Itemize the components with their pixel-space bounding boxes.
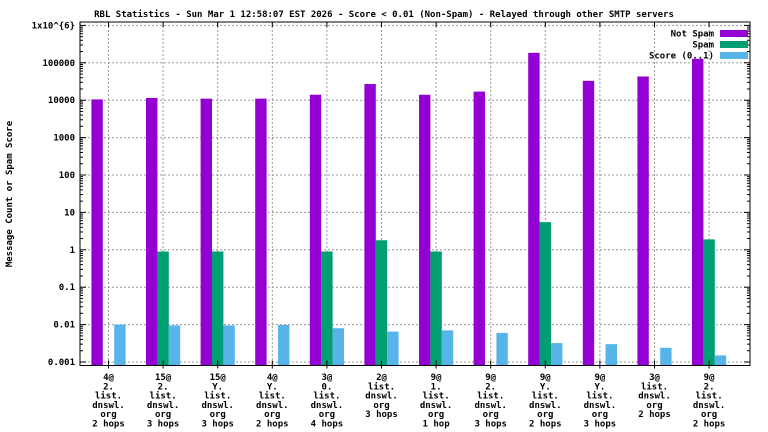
bar-notspam-11	[637, 76, 649, 366]
bar-spam-7	[430, 251, 442, 366]
bar-notspam-4	[255, 98, 267, 366]
bar-notspam-5	[309, 94, 322, 366]
x-category-label: 9@ 2. list. dnswl. org 2 hops	[693, 373, 726, 430]
x-category-label: 9@ 1. list. dnswl. org 1 hop	[420, 373, 453, 430]
y-tick-label: 100000	[42, 59, 75, 69]
plot-border	[79, 21, 751, 366]
y-tick-label: 0.1	[59, 283, 75, 293]
x-category-label: 15@ 2. list. dnswl. org 3 hops	[147, 373, 180, 430]
y-tick-label: 0.01	[53, 321, 75, 331]
legend-swatch-spam	[720, 41, 748, 48]
y-tick-label: 10	[64, 208, 75, 218]
bar-score-5	[332, 328, 344, 366]
x-category-label: 2@ list. dnswl. org 3 hops	[365, 373, 398, 420]
x-category-label: 4@ 2. list. dnswl. org 2 hops	[92, 373, 125, 430]
bar-spam-6	[375, 240, 388, 366]
y-tick-label: 100	[59, 171, 75, 181]
bar-score-10	[605, 344, 617, 366]
bar-notspam-7	[419, 94, 431, 366]
bar-score-1	[114, 324, 126, 366]
bar-notspam-8	[473, 91, 485, 366]
axis-layer	[79, 21, 751, 369]
label-layer: 1x10^{6} 100000 10000 1000 100 10 1 0.1 0.01 0.00…	[32, 21, 726, 429]
bar-notspam-1	[91, 99, 103, 366]
y-tick-label: 10000	[48, 96, 75, 106]
y-tick-label: 1	[70, 246, 75, 256]
y-axis-title: Message Count or Spam Score	[5, 120, 15, 267]
bar-score-8	[496, 332, 508, 366]
legend-label-notspam: Not Spam	[671, 30, 715, 40]
bar-layer	[91, 52, 727, 366]
bar-spam-3	[212, 251, 224, 366]
bar-spam-12	[703, 239, 715, 366]
x-category-label: 3@ 0. list. dnswl. org 4 hops	[311, 373, 344, 430]
x-category-label: 3@ list. dnswl. org 2 hops	[638, 373, 671, 420]
x-category-label: 15@ Y. list. dnswl. org 3 hops	[201, 373, 234, 430]
bar-notspam-3	[200, 98, 212, 366]
bar-score-4	[278, 324, 290, 366]
bar-notspam-12	[692, 58, 704, 366]
y-tick-label: 1000	[53, 134, 75, 144]
x-category-label: 9@ 2. list. dnswl. org 3 hops	[474, 373, 507, 430]
x-category-label: 4@ Y. list. dnswl. org 2 hops	[256, 373, 289, 430]
bar-notspam-2	[146, 97, 158, 366]
bar-score-9	[551, 343, 563, 366]
bar-notspam-10	[582, 80, 595, 366]
bar-notspam-9	[528, 52, 540, 366]
grid-layer	[80, 22, 750, 366]
legend-swatch-notspam	[720, 30, 748, 37]
bar-spam-5	[321, 251, 333, 366]
chart-title: RBL Statistics - Sun Mar 1 12:58:07 EST …	[94, 9, 674, 20]
bar-score-2	[168, 325, 181, 366]
y-tick-label: 1x10^{6}	[32, 21, 75, 31]
legend-label-spam: Spam	[692, 41, 714, 51]
bar-score-3	[223, 325, 235, 366]
bar-spam-9	[539, 222, 551, 366]
bar-spam-2	[157, 251, 169, 366]
x-category-label: 9@ Y. list. dnswl. org 2 hops	[529, 373, 562, 430]
bar-score-11	[660, 347, 672, 366]
bar-score-12	[714, 355, 727, 366]
legend-swatch-score	[720, 52, 748, 59]
x-category-label: 9@ Y. list. dnswl. org 3 hops	[584, 373, 617, 430]
legend-label-score: Score (0..1)	[649, 52, 714, 62]
y-tick-label: 0.001	[48, 358, 75, 368]
bar-score-6	[387, 331, 399, 366]
bar-score-7	[441, 330, 454, 366]
bar-notspam-6	[364, 84, 376, 366]
